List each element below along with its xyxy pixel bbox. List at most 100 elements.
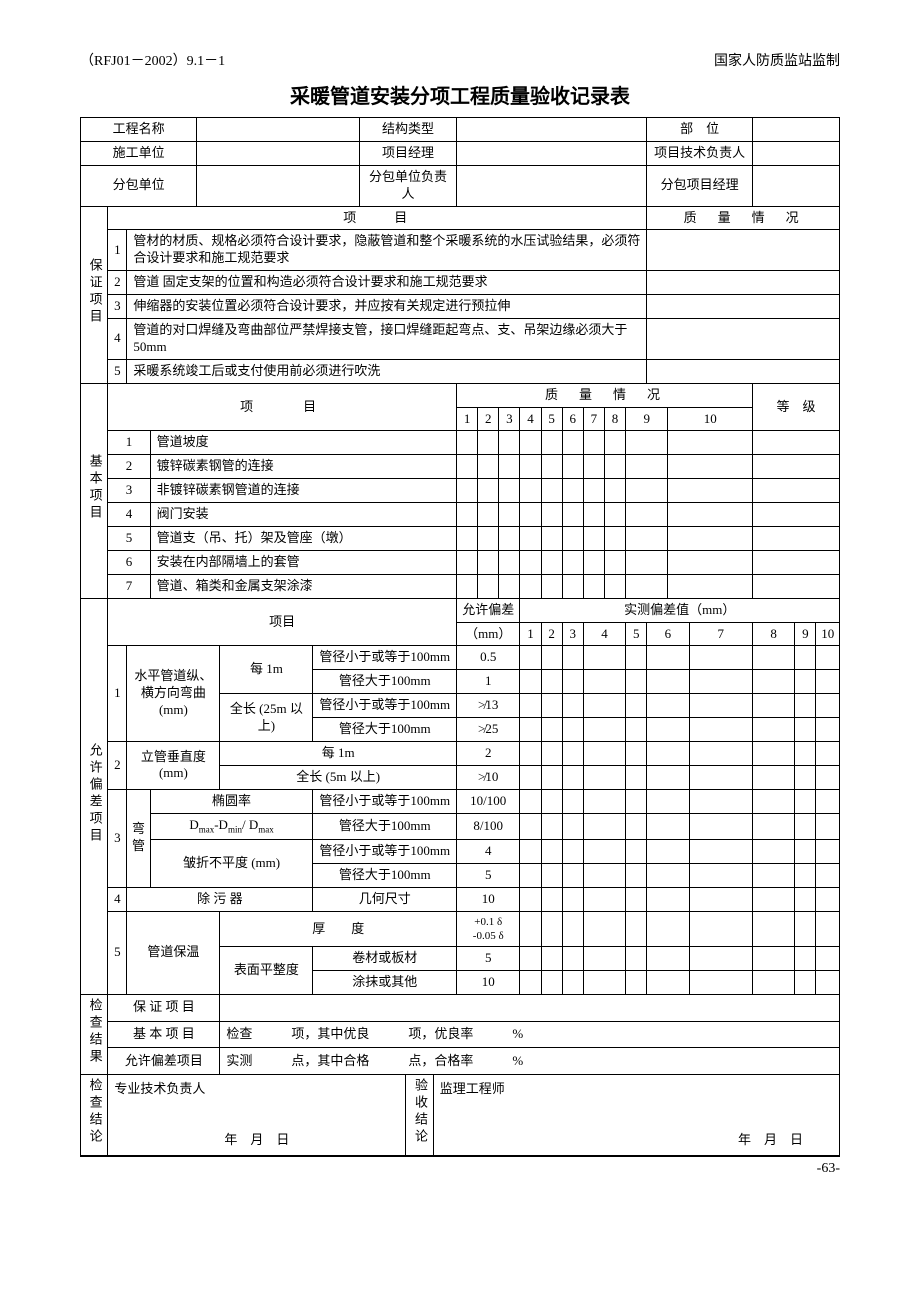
t-val: 10/100 — [457, 789, 520, 813]
w-text: 采暖系统竣工后或支付使用前必须进行吹洗 — [127, 359, 647, 383]
m-v — [647, 646, 689, 670]
lbl-pm: 项目经理 — [359, 141, 456, 165]
main-table: 工程名称 结构类型 部 位 施工单位 项目经理 项目技术负责人 分包单位 分包单… — [80, 117, 840, 1157]
m-v — [689, 863, 752, 887]
m-v — [520, 646, 541, 670]
m-v — [752, 971, 794, 995]
m-v — [647, 742, 689, 766]
b-v — [562, 503, 583, 527]
m-v — [752, 765, 794, 789]
m-v — [520, 742, 541, 766]
m-v — [795, 887, 816, 911]
b-v — [499, 479, 520, 503]
m-v — [562, 646, 583, 670]
m-col: 1 — [520, 622, 541, 646]
t-cat: 弯管 — [127, 789, 150, 887]
m-v — [520, 694, 541, 718]
b-v — [583, 503, 604, 527]
b-v — [478, 550, 499, 574]
m-v — [689, 670, 752, 694]
m-v — [689, 947, 752, 971]
m-v — [583, 670, 625, 694]
sec-basic: 基本项目 — [81, 383, 108, 598]
b-num: 5 — [108, 527, 150, 551]
m-v — [541, 911, 562, 947]
res-b: 基 本 项 目 — [108, 1021, 220, 1048]
t-sub: Dmax-Dmin/ Dmax — [150, 813, 313, 839]
w-text: 伸缩器的安装位置必须符合设计要求，并应按有关规定进行预拉伸 — [127, 295, 647, 319]
m-v — [689, 813, 752, 839]
m-col: 7 — [689, 622, 752, 646]
b-v — [626, 503, 668, 527]
b-v — [457, 479, 478, 503]
b-v — [457, 550, 478, 574]
m-v — [816, 694, 840, 718]
m-v — [752, 694, 794, 718]
b-v — [626, 550, 668, 574]
m-v — [795, 863, 816, 887]
b-v — [668, 431, 753, 455]
w-num: 2 — [108, 271, 127, 295]
m-v — [626, 887, 647, 911]
m-v — [562, 863, 583, 887]
m-v — [689, 789, 752, 813]
val-tech — [752, 141, 839, 165]
b-v — [562, 431, 583, 455]
b-v — [626, 527, 668, 551]
m-v — [647, 765, 689, 789]
res-t-val: 实测 点，其中合格 点，合格率 % — [220, 1048, 840, 1075]
sec-concl: 检查结论 — [81, 1074, 108, 1155]
hdr-meas: 实测偏差值（mm） — [520, 598, 840, 622]
m-v — [752, 646, 794, 670]
m-v — [520, 718, 541, 742]
t-cond: 管径大于100mm — [313, 813, 457, 839]
hdr-qual2: 质 量 情 况 — [457, 383, 753, 407]
m-col: 10 — [816, 622, 840, 646]
t-cond: 管径大于100mm — [313, 863, 457, 887]
m-v — [752, 718, 794, 742]
val-pm — [457, 141, 647, 165]
w-val — [647, 271, 840, 295]
b-v — [626, 574, 668, 598]
m-v — [795, 694, 816, 718]
q-col: 2 — [478, 407, 499, 431]
m-v — [752, 670, 794, 694]
b-v — [626, 455, 668, 479]
b-g — [752, 455, 839, 479]
q-col: 3 — [499, 407, 520, 431]
b-g — [752, 550, 839, 574]
t-cond: 管径小于或等于100mm — [313, 694, 457, 718]
m-v — [816, 840, 840, 864]
m-v — [562, 694, 583, 718]
b-v — [604, 503, 625, 527]
b-num: 1 — [108, 431, 150, 455]
m-v — [541, 765, 562, 789]
b-v — [499, 527, 520, 551]
m-v — [647, 887, 689, 911]
m-v — [626, 863, 647, 887]
m-v — [541, 742, 562, 766]
m-v — [647, 947, 689, 971]
m-v — [562, 911, 583, 947]
b-text: 阀门安装 — [150, 503, 456, 527]
lbl-sublead: 分包单位负责人 — [359, 165, 456, 206]
b-v — [541, 550, 562, 574]
m-col: 5 — [626, 622, 647, 646]
m-v — [752, 813, 794, 839]
m-v — [520, 813, 541, 839]
t-val: 5 — [457, 947, 520, 971]
hdr-item: 项 目 — [108, 206, 647, 230]
res-w: 保 证 项 目 — [108, 995, 220, 1022]
m-v — [583, 887, 625, 911]
m-v — [583, 911, 625, 947]
m-v — [583, 742, 625, 766]
w-num: 4 — [108, 319, 127, 360]
m-v — [520, 670, 541, 694]
m-v — [647, 911, 689, 947]
t-sub: 皱折不平度 (mm) — [150, 840, 313, 888]
m-v — [795, 742, 816, 766]
m-v — [626, 813, 647, 839]
m-col: 2 — [541, 622, 562, 646]
m-v — [520, 911, 541, 947]
t-cat: 立管垂直度 (mm) — [127, 742, 220, 790]
